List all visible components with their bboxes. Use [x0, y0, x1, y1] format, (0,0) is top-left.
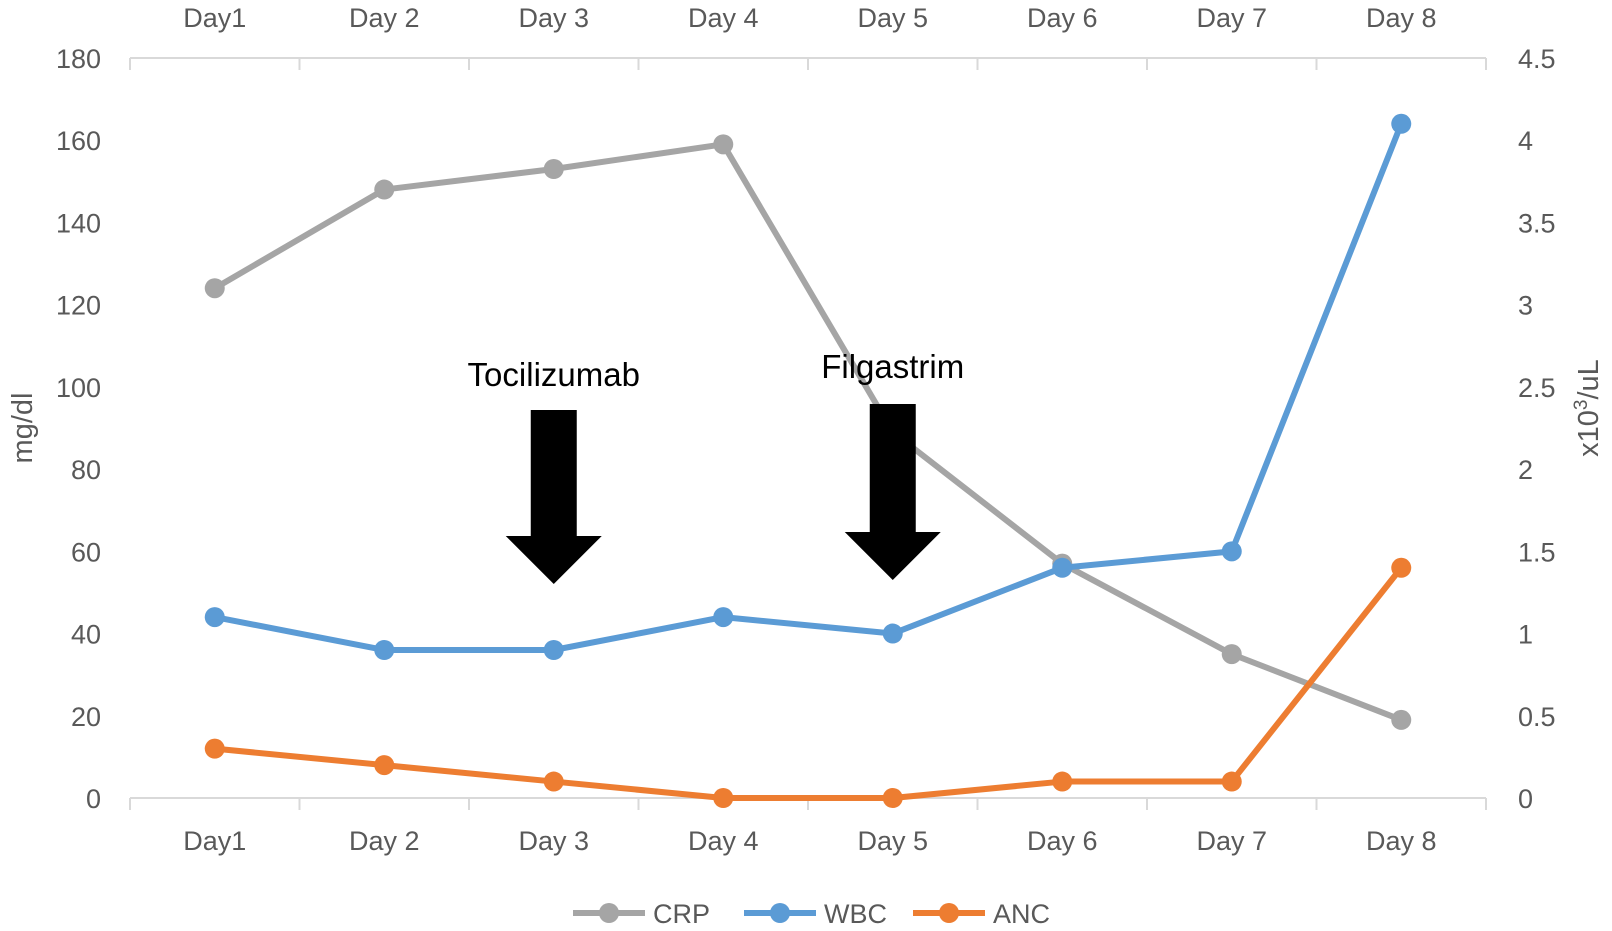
series-layer	[204, 113, 1412, 808]
series-line-wbc	[214, 122, 1405, 653]
annotation-arrow	[844, 404, 941, 580]
point-anc	[204, 738, 225, 759]
legend-marker-crp	[599, 903, 619, 923]
x-tick-label: Day 8	[1366, 826, 1437, 856]
y-tick-label: 60	[71, 537, 101, 567]
point-wbc	[1221, 541, 1242, 562]
y2-tick-label: 4	[1518, 126, 1533, 156]
top-tick-label: Day 2	[349, 3, 420, 33]
x-tick-label: Day 6	[1027, 826, 1098, 856]
point-wbc	[374, 640, 395, 660]
top-tick-label: Day 3	[518, 3, 589, 33]
legend-label-anc: ANC	[993, 899, 1050, 929]
y2-tick-label: 1	[1518, 620, 1533, 650]
legend-label-crp: CRP	[653, 899, 710, 929]
point-wbc	[882, 623, 903, 644]
point-wbc	[204, 607, 225, 628]
y2-axis-title-sup: 3	[1571, 399, 1592, 410]
point-anc	[882, 788, 903, 808]
y-tick-label: 20	[71, 702, 101, 732]
point-wbc	[1052, 557, 1073, 578]
y2-tick-label: 4.5	[1518, 44, 1556, 74]
y-tick-label: 120	[56, 291, 101, 321]
y2-axis-title-suffix: /uL	[1573, 359, 1605, 399]
point-crp	[1221, 644, 1242, 665]
top-tick-label: Day 5	[857, 3, 928, 33]
point-anc	[374, 755, 395, 776]
legend-label-wbc: WBC	[824, 899, 887, 929]
point-anc	[1052, 771, 1073, 792]
y-tick-label: 100	[56, 373, 101, 403]
point-crp	[543, 159, 564, 179]
top-tick-label: Day 6	[1027, 3, 1098, 33]
y2-axis-title: x103/uL	[1571, 359, 1605, 457]
point-wbc	[713, 607, 734, 628]
point-crp	[713, 134, 734, 155]
top-tick-label: Day1	[183, 3, 246, 33]
y-tick-label: 140	[56, 208, 101, 238]
x-tick-label: Day 2	[349, 826, 420, 856]
y-tick-label: 160	[56, 126, 101, 156]
legend-marker-anc	[939, 903, 959, 923]
point-crp	[204, 278, 225, 299]
point-wbc	[543, 640, 564, 660]
annotation-arrow	[505, 410, 602, 584]
x-tick-label: Day 7	[1196, 826, 1267, 856]
legend: CRP WBC ANC	[573, 899, 1050, 929]
top-tick-label: Day 4	[688, 3, 759, 33]
y-tick-label: 180	[56, 44, 101, 74]
y2-tick-label: 0.5	[1518, 702, 1556, 732]
y-tick-label: 0	[86, 784, 101, 814]
y2-tick-label: 2.5	[1518, 373, 1556, 403]
y-tick-label: 40	[71, 620, 101, 650]
point-anc	[1391, 557, 1412, 578]
x-tick-label: Day 4	[688, 826, 759, 856]
annotations: Tocilizumab Filgastrim	[468, 348, 964, 584]
point-crp	[374, 179, 395, 200]
series-line-anc	[214, 565, 1404, 801]
series-line-crp	[213, 141, 1403, 723]
y2-tick-label: 1.5	[1518, 537, 1556, 567]
point-anc	[543, 771, 564, 792]
y2-tick-label: 0	[1518, 784, 1533, 814]
point-wbc	[1391, 113, 1412, 134]
annotation-label: Tocilizumab	[468, 356, 640, 393]
y2-tick-label: 3.5	[1518, 208, 1556, 238]
x-tick-label: Day 3	[518, 826, 589, 856]
tick-labels: Day1 Day 2 Day 3 Day 4 Day 5 Day 6 Day 7 Day 8 D…	[56, 3, 1556, 856]
legend-marker-wbc	[770, 903, 790, 923]
y-axis-title: mg/dl	[7, 393, 39, 464]
y2-axis-title-prefix: x10	[1573, 410, 1605, 457]
y2-tick-label: 3	[1518, 291, 1533, 321]
point-anc	[1221, 771, 1242, 792]
x-tick-label: Day 5	[857, 826, 928, 856]
point-anc	[713, 788, 734, 808]
annotation-label: Filgastrim	[821, 348, 964, 385]
x-tick-label: Day1	[183, 826, 246, 856]
axes	[129, 57, 1487, 810]
top-tick-label: Day 8	[1366, 3, 1437, 33]
top-tick-label: Day 7	[1196, 3, 1267, 33]
y2-tick-label: 2	[1518, 455, 1533, 485]
y-tick-label: 80	[71, 455, 101, 485]
point-crp	[1391, 709, 1412, 730]
